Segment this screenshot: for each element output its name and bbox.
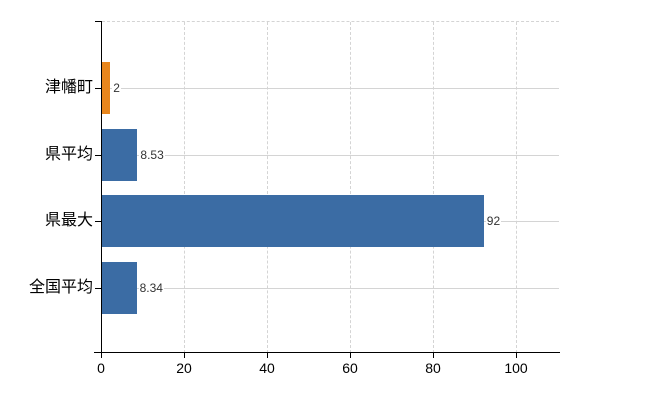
category-label: 全国平均 — [28, 279, 93, 296]
x-tick-40 — [267, 353, 268, 358]
x-gridline-100 — [516, 22, 517, 353]
x-tick-0 — [101, 353, 102, 358]
x-tick-80 — [433, 353, 434, 358]
y-axis-line — [101, 21, 102, 353]
category-tick — [95, 88, 101, 90]
bar-県平均 — [102, 128, 138, 181]
x-axis-line — [94, 352, 560, 353]
category-tick — [95, 221, 101, 223]
x-tick-label: 20 — [176, 360, 192, 376]
row-gridline — [102, 288, 559, 289]
x-gridline-60 — [350, 22, 351, 353]
x-tick-label: 60 — [342, 360, 358, 376]
y-axis-top-tick — [95, 21, 101, 22]
x-tick-label: 0 — [97, 360, 105, 376]
x-gridline-20 — [184, 22, 185, 353]
x-tick-100 — [516, 353, 517, 358]
row-gridline — [102, 88, 559, 90]
value-label: 8.53 — [139, 146, 165, 163]
value-label: 2 — [112, 80, 121, 97]
row-gridline — [102, 154, 559, 156]
category-label: 県最大 — [44, 212, 93, 230]
x-gridline-40 — [267, 22, 268, 353]
bar-全国平均 — [102, 262, 137, 314]
value-label: 92 — [485, 213, 502, 230]
bar-県最大 — [102, 195, 484, 248]
x-tick-label: 40 — [259, 360, 275, 376]
x-tick-label: 80 — [425, 360, 441, 376]
category-label: 津幡町 — [44, 79, 93, 97]
plot-top-gridline — [102, 21, 559, 22]
category-tick — [95, 288, 101, 289]
category-label: 県平均 — [44, 145, 93, 163]
x-tick-label: 100 — [504, 360, 528, 376]
plot-area — [101, 22, 559, 353]
value-label: 8.34 — [138, 280, 164, 296]
x-tick-60 — [350, 353, 351, 358]
x-tick-20 — [184, 353, 185, 358]
category-tick — [95, 154, 101, 156]
bar-津幡町 — [102, 62, 111, 115]
x-gridline-80 — [433, 22, 434, 353]
